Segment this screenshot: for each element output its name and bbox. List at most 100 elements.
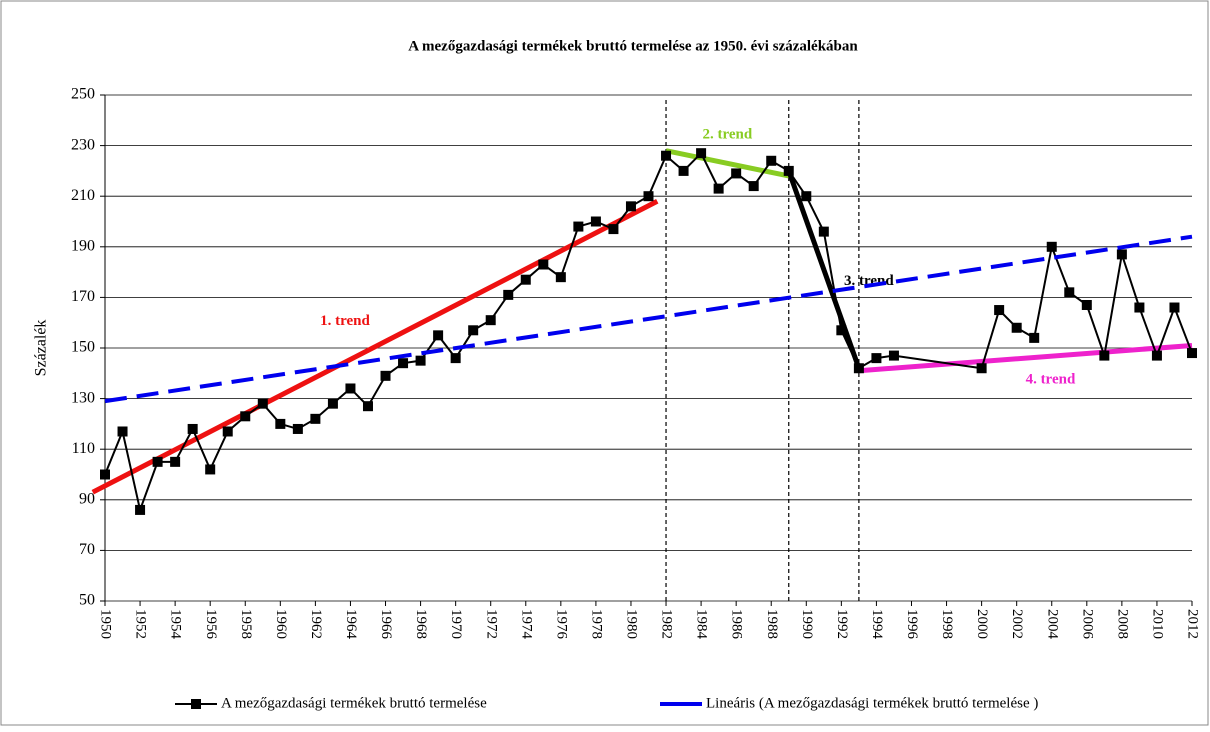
x-tick-label: 1972 [483, 609, 499, 639]
marker [538, 259, 549, 270]
y-axis-label: Százalék [33, 320, 50, 377]
marker [380, 370, 391, 381]
marker [731, 168, 742, 179]
x-tick-label: 1950 [98, 609, 114, 639]
marker [135, 504, 146, 515]
x-tick-label: 1984 [694, 609, 710, 640]
marker [450, 353, 461, 364]
marker [187, 423, 198, 434]
x-tick-label: 1960 [273, 609, 289, 639]
y-tick-label: 70 [79, 541, 95, 558]
marker [1151, 350, 1162, 361]
x-tick-label: 1964 [343, 609, 359, 640]
x-tick-label: 1958 [238, 609, 254, 639]
marker [976, 363, 987, 374]
legend-label: Lineáris (A mezőgazdasági termékek brutt… [706, 695, 1038, 711]
marker [573, 221, 584, 232]
marker [275, 418, 286, 429]
marker [836, 325, 847, 336]
marker [1046, 241, 1057, 252]
x-tick-label: 1998 [939, 609, 955, 639]
x-tick-label: 1994 [869, 609, 885, 640]
x-tick-label: 2002 [1009, 609, 1025, 639]
marker [713, 183, 724, 194]
marker [152, 456, 163, 467]
marker [240, 411, 251, 422]
trend-line [91, 199, 659, 495]
marker [433, 330, 444, 341]
x-tick-label: 1996 [904, 609, 920, 640]
y-tick-label: 230 [71, 136, 95, 153]
marker [661, 150, 672, 161]
marker [222, 426, 233, 437]
marker [590, 216, 601, 227]
marker [783, 165, 794, 176]
marker [625, 201, 636, 212]
x-tick-label: 2006 [1079, 609, 1095, 640]
marker [345, 383, 356, 394]
y-tick-label: 150 [71, 339, 95, 356]
x-tick-label: 1966 [378, 609, 394, 640]
x-tick-label: 2010 [1149, 609, 1165, 639]
trend-line [665, 148, 790, 179]
x-tick-label: 1980 [624, 609, 640, 639]
x-tick-label: 1986 [729, 609, 745, 640]
marker [766, 155, 777, 166]
linear-trend [104, 234, 1193, 404]
marker [503, 289, 514, 300]
x-tick-label: 1992 [834, 609, 850, 639]
marker [871, 353, 882, 364]
marker [362, 401, 373, 412]
marker [1169, 302, 1180, 313]
marker [117, 426, 128, 437]
trend-line [786, 170, 862, 370]
marker [801, 191, 812, 202]
x-tick-label: 2008 [1114, 609, 1130, 639]
marker [1081, 299, 1092, 310]
x-tick-label: 1952 [133, 609, 149, 639]
marker [643, 191, 654, 202]
x-tick-label: 1970 [448, 609, 464, 639]
x-tick-label: 1988 [764, 609, 780, 639]
marker [1011, 322, 1022, 333]
marker [1099, 350, 1110, 361]
marker [748, 181, 759, 192]
x-tick-label: 1956 [203, 609, 219, 640]
y-tick-label: 170 [71, 288, 95, 305]
marker [485, 315, 496, 326]
marker [818, 226, 829, 237]
trend-label: 2. trend [703, 127, 753, 143]
x-tick-label: 2004 [1044, 609, 1060, 640]
marker [468, 325, 479, 336]
y-tick-label: 130 [71, 389, 95, 406]
marker [257, 398, 268, 409]
marker [678, 165, 689, 176]
trend-line [858, 342, 1193, 374]
y-tick-label: 190 [71, 237, 95, 254]
marker [327, 398, 338, 409]
trend-label: 4. trend [1026, 372, 1076, 388]
y-tick-label: 210 [71, 187, 95, 204]
y-tick-label: 110 [72, 440, 95, 457]
marker [696, 148, 707, 159]
marker [310, 413, 321, 424]
trend-label: 1. trend [320, 313, 370, 329]
marker [100, 469, 110, 480]
chart-title: A mezőgazdasági termékek bruttó termelés… [408, 38, 858, 54]
marker [1187, 348, 1197, 359]
marker [1029, 332, 1040, 343]
marker [888, 350, 899, 361]
y-tick-label: 250 [71, 86, 95, 103]
legend-label: A mezőgazdasági termékek bruttó termelés… [221, 695, 487, 711]
marker [608, 224, 619, 235]
marker [1116, 249, 1127, 260]
marker [415, 355, 426, 366]
x-tick-label: 1962 [308, 609, 324, 639]
x-tick-label: 1974 [518, 609, 534, 640]
marker [205, 464, 216, 475]
marker [292, 423, 303, 434]
x-tick-label: 2000 [974, 609, 990, 639]
marker [520, 274, 531, 285]
x-tick-label: 1954 [168, 609, 184, 640]
y-tick-label: 90 [79, 490, 95, 507]
